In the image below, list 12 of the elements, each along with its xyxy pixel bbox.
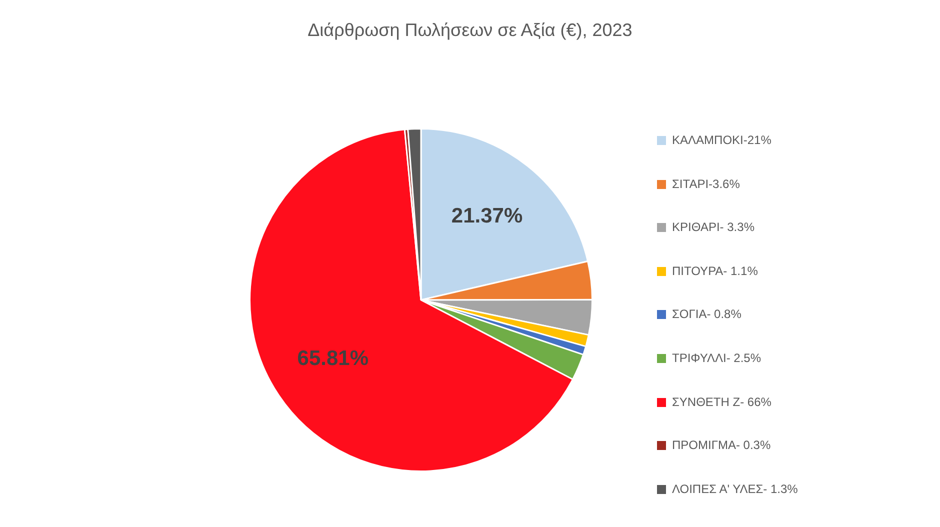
data-label: 65.81%: [297, 347, 369, 370]
legend-label: ΚΡΙΘΑΡΙ- 3.3%: [672, 220, 754, 234]
data-label: 21.37%: [451, 204, 523, 228]
chart-title: Διάρθρωση Πωλήσεων σε Αξία (€), 2023: [306, 20, 634, 41]
legend-label: ΚΑΛΑΜΠΟΚΙ-21%: [672, 133, 772, 147]
legend-label: ΣΥΝΘΕΤΗ Ζ- 66%: [672, 394, 772, 409]
legend-label: ΣΙΤΑΡΙ-3.6%: [672, 176, 740, 191]
legend-label: ΤΡΙΦΥΛΛΙ- 2.5%: [672, 350, 762, 365]
legend-label: ΣΟΓΙΑ- 0.8%: [672, 307, 742, 322]
legend-label: ΠΙΤΟΥΡΑ- 1.1%: [672, 264, 758, 278]
legend-label: ΛΟΙΠΕΣ Α' ΥΛΕΣ- 1.3%: [672, 482, 798, 496]
legend-label: ΠΡΟΜΙΓΜΑ- 0.3%: [672, 438, 771, 452]
